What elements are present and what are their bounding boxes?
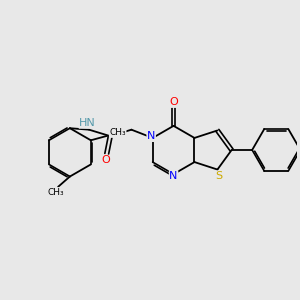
Text: N: N xyxy=(169,171,178,181)
Text: HN: HN xyxy=(79,118,96,128)
Text: N: N xyxy=(147,131,155,142)
Text: CH₃: CH₃ xyxy=(47,188,64,196)
Text: S: S xyxy=(215,171,222,181)
Text: CH₃: CH₃ xyxy=(110,128,126,137)
Text: O: O xyxy=(102,155,110,165)
Text: O: O xyxy=(169,97,178,107)
